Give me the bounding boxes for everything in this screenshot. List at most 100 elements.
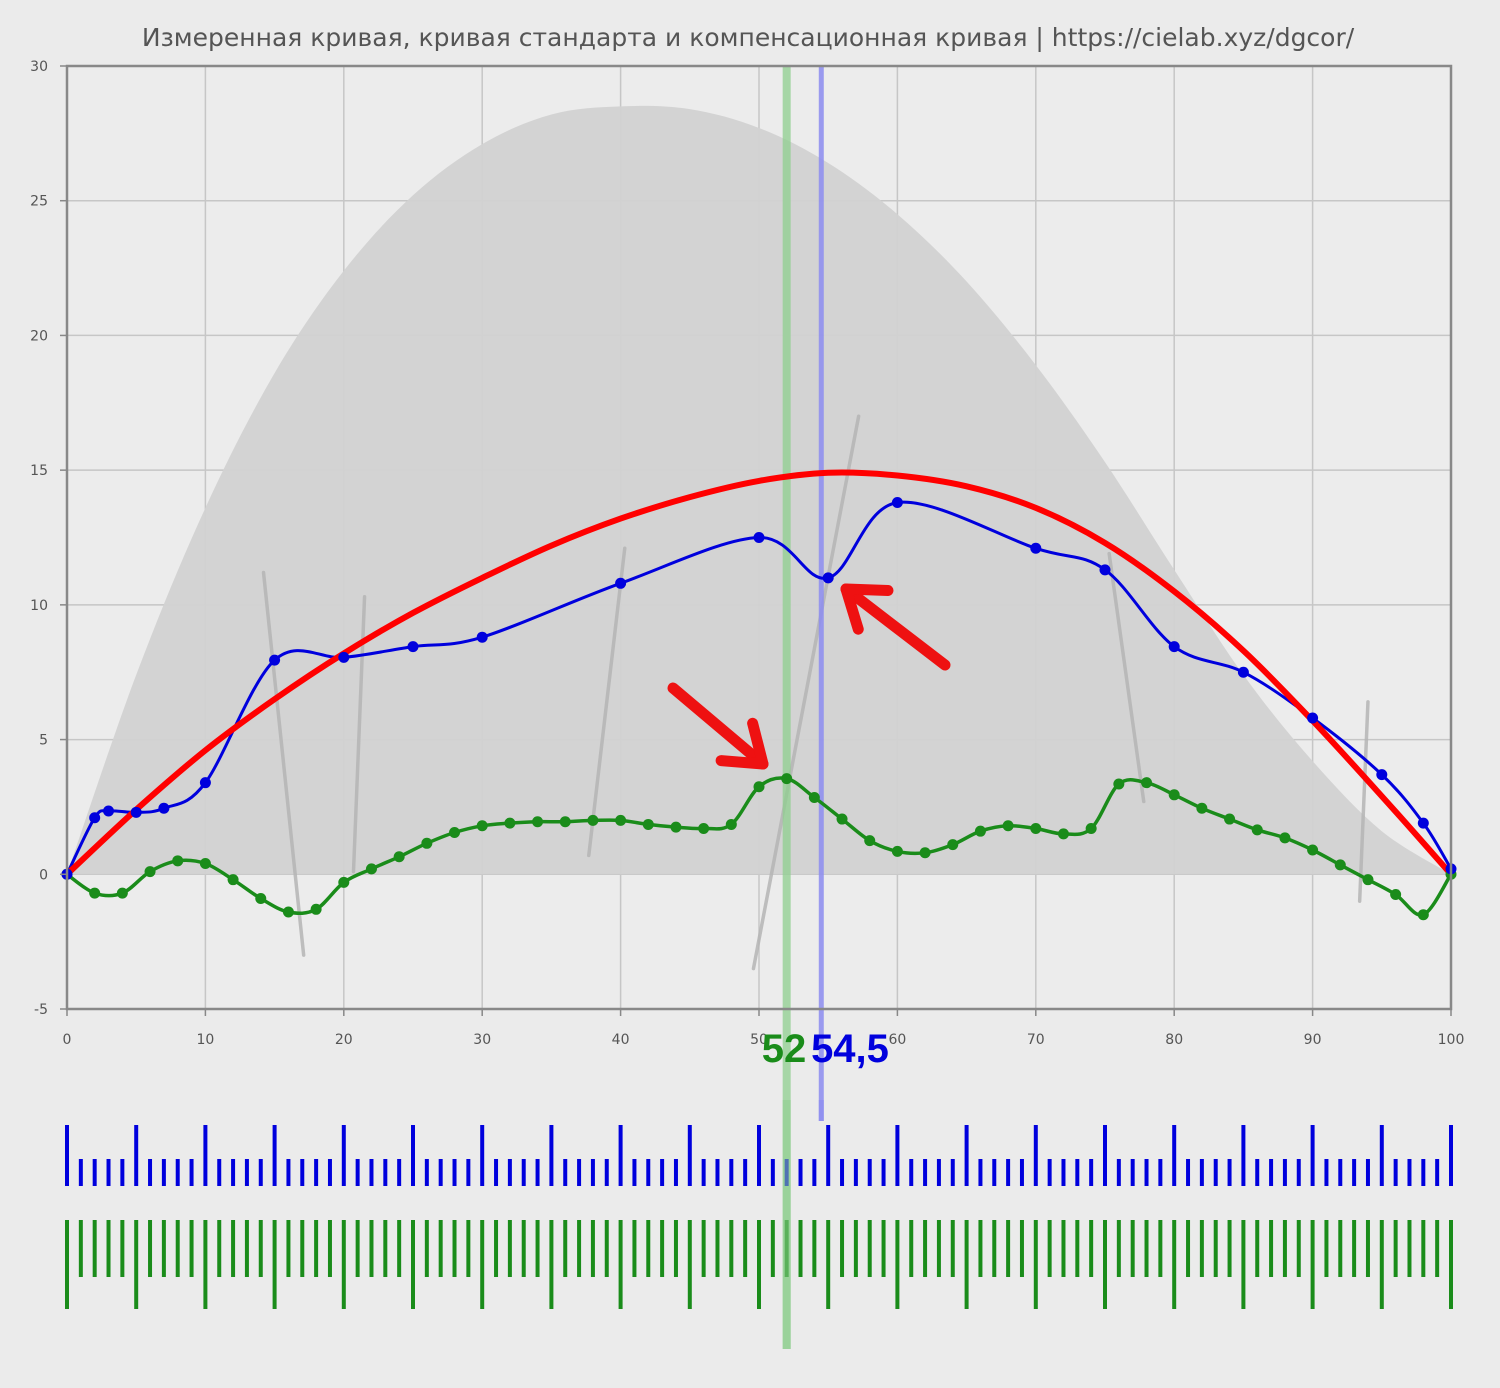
compensation-point — [947, 839, 959, 851]
measured-point — [1237, 666, 1249, 678]
compensation-point — [864, 835, 876, 847]
green-marker-overlay — [782, 1100, 791, 1349]
compensation-point — [421, 837, 433, 849]
marker-labels: 52 54,5 — [762, 1027, 889, 1071]
y-tick-label: 10 — [30, 598, 48, 614]
compensation-point — [476, 820, 488, 832]
compensation-point — [1362, 874, 1374, 886]
compensation-point — [781, 773, 793, 785]
compensation-point — [1334, 859, 1346, 871]
series-points — [61, 496, 1457, 921]
compensation-point — [919, 847, 931, 859]
measured-point — [822, 572, 834, 584]
compensation-point — [172, 855, 184, 867]
annotation-arrows — [667, 583, 951, 770]
green-marker-label: 52 — [762, 1027, 807, 1071]
y-tick-label: 15 — [30, 463, 48, 479]
compensation-point — [338, 876, 350, 888]
arrow-head — [715, 717, 769, 770]
x-tick-label: 100 — [1438, 1032, 1465, 1048]
compensation-point — [1113, 778, 1125, 790]
y-tick-label: 30 — [30, 59, 48, 75]
measured-point — [891, 496, 903, 508]
x-tick-label: 90 — [1304, 1032, 1322, 1048]
envelope-area — [67, 105, 1451, 875]
compensation-point — [89, 887, 101, 899]
green-marker-line — [782, 66, 791, 1349]
standard-line — [64, 469, 1454, 878]
measured-point — [1376, 769, 1388, 781]
measured-point — [158, 802, 170, 814]
compensation-point — [753, 781, 765, 793]
compensation-point — [116, 887, 128, 899]
arrow-head — [840, 583, 894, 635]
y-axis: -5 0 5 10 15 20 25 30 — [30, 59, 67, 1018]
vertical-markers — [782, 66, 824, 1349]
y-tick-label: 25 — [30, 194, 48, 210]
compensation-point — [1057, 828, 1069, 840]
x-tick-label: 60 — [888, 1032, 906, 1048]
x-tick-label: 70 — [1027, 1032, 1045, 1048]
measured-point — [407, 641, 419, 653]
compensation-point — [836, 813, 848, 825]
x-tick-label: 50 — [750, 1032, 768, 1048]
compensation-point — [1141, 777, 1153, 789]
compensation-point — [974, 825, 986, 837]
compensation-point — [1085, 822, 1097, 834]
measured-point — [199, 777, 211, 789]
envelope-area-shape — [67, 105, 1451, 875]
compensation-point — [1279, 832, 1291, 844]
measured-point — [338, 651, 350, 663]
compensation-point — [532, 816, 544, 828]
y-tick-label: 5 — [39, 733, 48, 749]
compensation-point — [725, 818, 737, 830]
decorative-slash — [587, 546, 627, 858]
measured-point — [476, 631, 488, 643]
compensation-point — [282, 906, 294, 918]
compensation-point — [670, 821, 682, 833]
blue-marker-line — [818, 66, 824, 1121]
compensation-point — [1251, 824, 1263, 836]
x-tick-label: 80 — [1165, 1032, 1183, 1048]
compensation-point — [1307, 844, 1319, 856]
arrow-shaft — [840, 583, 951, 671]
measured-point — [1030, 542, 1042, 554]
x-tick-label: 40 — [612, 1032, 630, 1048]
x-tick-label: 0 — [63, 1032, 72, 1048]
compensation-point — [891, 845, 903, 857]
x-tick-label: 10 — [196, 1032, 214, 1048]
compensation-point — [1168, 789, 1180, 801]
decorative-slash — [1107, 551, 1146, 804]
compensation-point — [808, 791, 820, 803]
measured-point — [130, 806, 142, 818]
compensation-point — [1390, 888, 1402, 900]
compensation-point — [642, 818, 654, 830]
measured-point — [753, 532, 765, 543]
blue-marker-overlay — [818, 1100, 824, 1121]
compensation-point — [615, 814, 627, 826]
compensation-point — [449, 827, 461, 839]
compensation-point — [199, 858, 211, 870]
marker-overlays — [782, 1100, 824, 1349]
decorative-slash — [751, 414, 861, 971]
scale-rulers — [65, 1125, 1453, 1309]
compensation-point — [310, 903, 322, 915]
y-tick-label: -5 — [34, 1002, 48, 1018]
measured-point — [1307, 712, 1319, 724]
compensation-point — [1002, 820, 1014, 832]
compensation-point — [698, 822, 710, 834]
compensation-point — [365, 863, 377, 875]
chart-title: Измеренная кривая, кривая стандарта и ко… — [142, 23, 1355, 52]
compensation-point — [504, 817, 516, 829]
compensation-point — [559, 816, 571, 828]
measured-point — [1417, 817, 1429, 829]
y-tick-label: 0 — [39, 867, 48, 883]
measured-point — [615, 577, 627, 589]
measured-point — [1168, 641, 1180, 653]
decorative-slash — [261, 570, 306, 957]
measured-point — [103, 805, 115, 817]
x-axis: 0 10 20 30 40 50 60 70 80 90 100 — [63, 1009, 1465, 1048]
compensation-point — [587, 814, 599, 826]
compensation-point — [1417, 909, 1429, 921]
